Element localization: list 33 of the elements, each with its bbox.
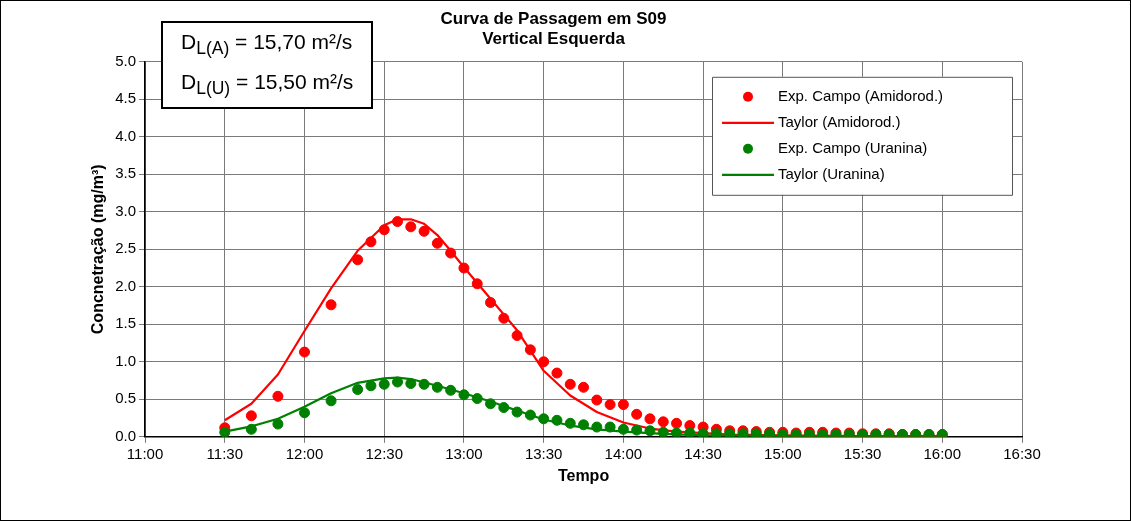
y-tick-label: 2.0 bbox=[115, 276, 137, 294]
x-tick-label: 13:00 bbox=[445, 444, 483, 462]
x-tick-label: 12:30 bbox=[365, 444, 403, 462]
x-tick-label: 13:30 bbox=[524, 444, 563, 462]
annotation: D$_{L(U)}$ = 15,50 m²/s bbox=[181, 69, 354, 101]
x-tick-label: 11:00 bbox=[126, 444, 164, 462]
x-tick-label: 16:30 bbox=[1003, 444, 1041, 462]
x-tick-label: 14:30 bbox=[684, 444, 722, 462]
legend-label: Exp. Campo (Amidorod.) bbox=[778, 86, 944, 104]
y-tick-label: 5.0 bbox=[115, 51, 137, 69]
x-tick-label: 11:30 bbox=[206, 444, 243, 462]
x-tick-label: 16:00 bbox=[923, 444, 962, 462]
legend-label: Taylor (Amidorod.) bbox=[778, 112, 901, 130]
x-tick-label: 14:00 bbox=[604, 444, 643, 462]
x-axis-title: Tempo bbox=[557, 466, 610, 484]
y-tick-label: 3.0 bbox=[115, 201, 137, 219]
x-tick-label: 15:00 bbox=[764, 444, 802, 462]
y-axis-title: Concnetração (mg/m³) bbox=[89, 164, 107, 335]
y-tick-label: 2.5 bbox=[115, 239, 137, 257]
y-tick-label: 1.5 bbox=[115, 314, 137, 332]
y-tick-label: 3.5 bbox=[115, 164, 137, 182]
x-tick-label: 15:30 bbox=[843, 444, 882, 462]
chart-title: Curva de Passagem em S09 bbox=[440, 8, 667, 28]
y-tick-label: 4.5 bbox=[115, 89, 137, 107]
y-tick-label: 1.0 bbox=[115, 351, 137, 369]
legend-label: Exp. Campo (Uranina) bbox=[778, 138, 928, 156]
y-tick-label: 4.0 bbox=[115, 126, 137, 144]
x-tick-label: 12:00 bbox=[285, 444, 324, 462]
chart-subtitle: Vertical Esquerda bbox=[482, 29, 626, 49]
y-tick-label: 0.5 bbox=[115, 389, 137, 407]
y-tick-label: 0.0 bbox=[115, 426, 137, 444]
text: D$_{L(A)}$ = 15,70 m²/s bbox=[181, 29, 354, 61]
legend-label: Taylor (Uranina) bbox=[778, 164, 885, 182]
